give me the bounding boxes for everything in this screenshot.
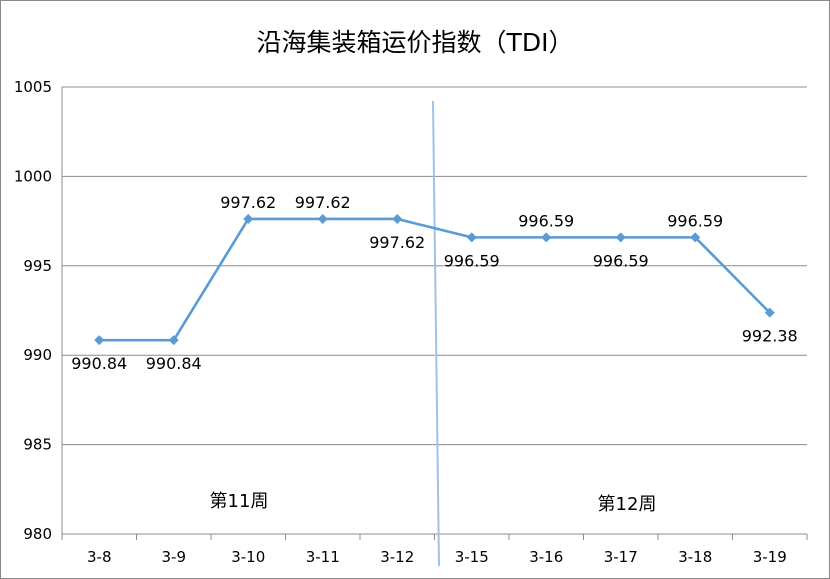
x-tick-label: 3-9 <box>162 548 187 566</box>
y-tick-label: 980 <box>23 525 52 543</box>
y-tick-label: 1005 <box>14 78 52 96</box>
x-tick-label: 3-18 <box>678 548 712 566</box>
chart-title: 沿海集装箱运价指数（TDI） <box>257 28 574 57</box>
x-tick-label: 3-12 <box>380 548 414 566</box>
data-labels: 990.84 990.84 997.62 997.62 997.62 996.59 996.… <box>71 193 797 373</box>
data-point-marker <box>243 213 254 224</box>
y-tick-label: 1000 <box>14 167 52 185</box>
x-tick-label: 3-15 <box>455 548 489 566</box>
x-tick-label: 3-11 <box>306 548 340 566</box>
data-point-marker <box>541 232 552 243</box>
data-point-marker <box>94 335 105 346</box>
data-label: 992.38 <box>742 327 798 346</box>
x-tick-label: 3-8 <box>87 548 112 566</box>
data-label: 990.84 <box>146 354 202 373</box>
data-label: 997.62 <box>369 233 425 252</box>
data-point-marker <box>392 213 403 224</box>
y-tick-label: 985 <box>23 436 52 454</box>
data-point-marker <box>764 307 775 318</box>
week-11-label: 第11周 <box>210 491 269 512</box>
series-layer <box>94 213 775 346</box>
axes: 980 985 990 995 1000 1005 3-8 3-9 3-10 3-11 3-12 3-… <box>14 78 808 566</box>
data-point-marker <box>466 232 477 243</box>
y-tick-label: 990 <box>23 346 52 364</box>
series-line <box>99 217 771 342</box>
week-divider-line <box>432 100 440 567</box>
data-label: 997.62 <box>220 193 276 212</box>
data-label: 990.84 <box>71 354 127 373</box>
data-label: 996.59 <box>518 211 574 230</box>
data-point-marker <box>317 213 328 224</box>
data-point-marker <box>690 232 701 243</box>
week-12-label: 第12周 <box>598 494 657 515</box>
x-tick-label: 3-19 <box>753 548 787 566</box>
data-label: 997.62 <box>295 193 351 212</box>
x-tick-label: 3-16 <box>529 548 563 566</box>
data-label: 996.59 <box>667 211 723 230</box>
y-tick-label: 995 <box>23 257 52 275</box>
data-label: 996.59 <box>444 251 500 270</box>
data-point-marker <box>615 232 626 243</box>
annotations: 第11周 第12周 <box>210 100 657 567</box>
x-tick-label: 3-10 <box>231 548 265 566</box>
data-point-marker <box>168 335 179 346</box>
x-tick-label: 3-17 <box>604 548 638 566</box>
data-label: 996.59 <box>593 251 649 270</box>
